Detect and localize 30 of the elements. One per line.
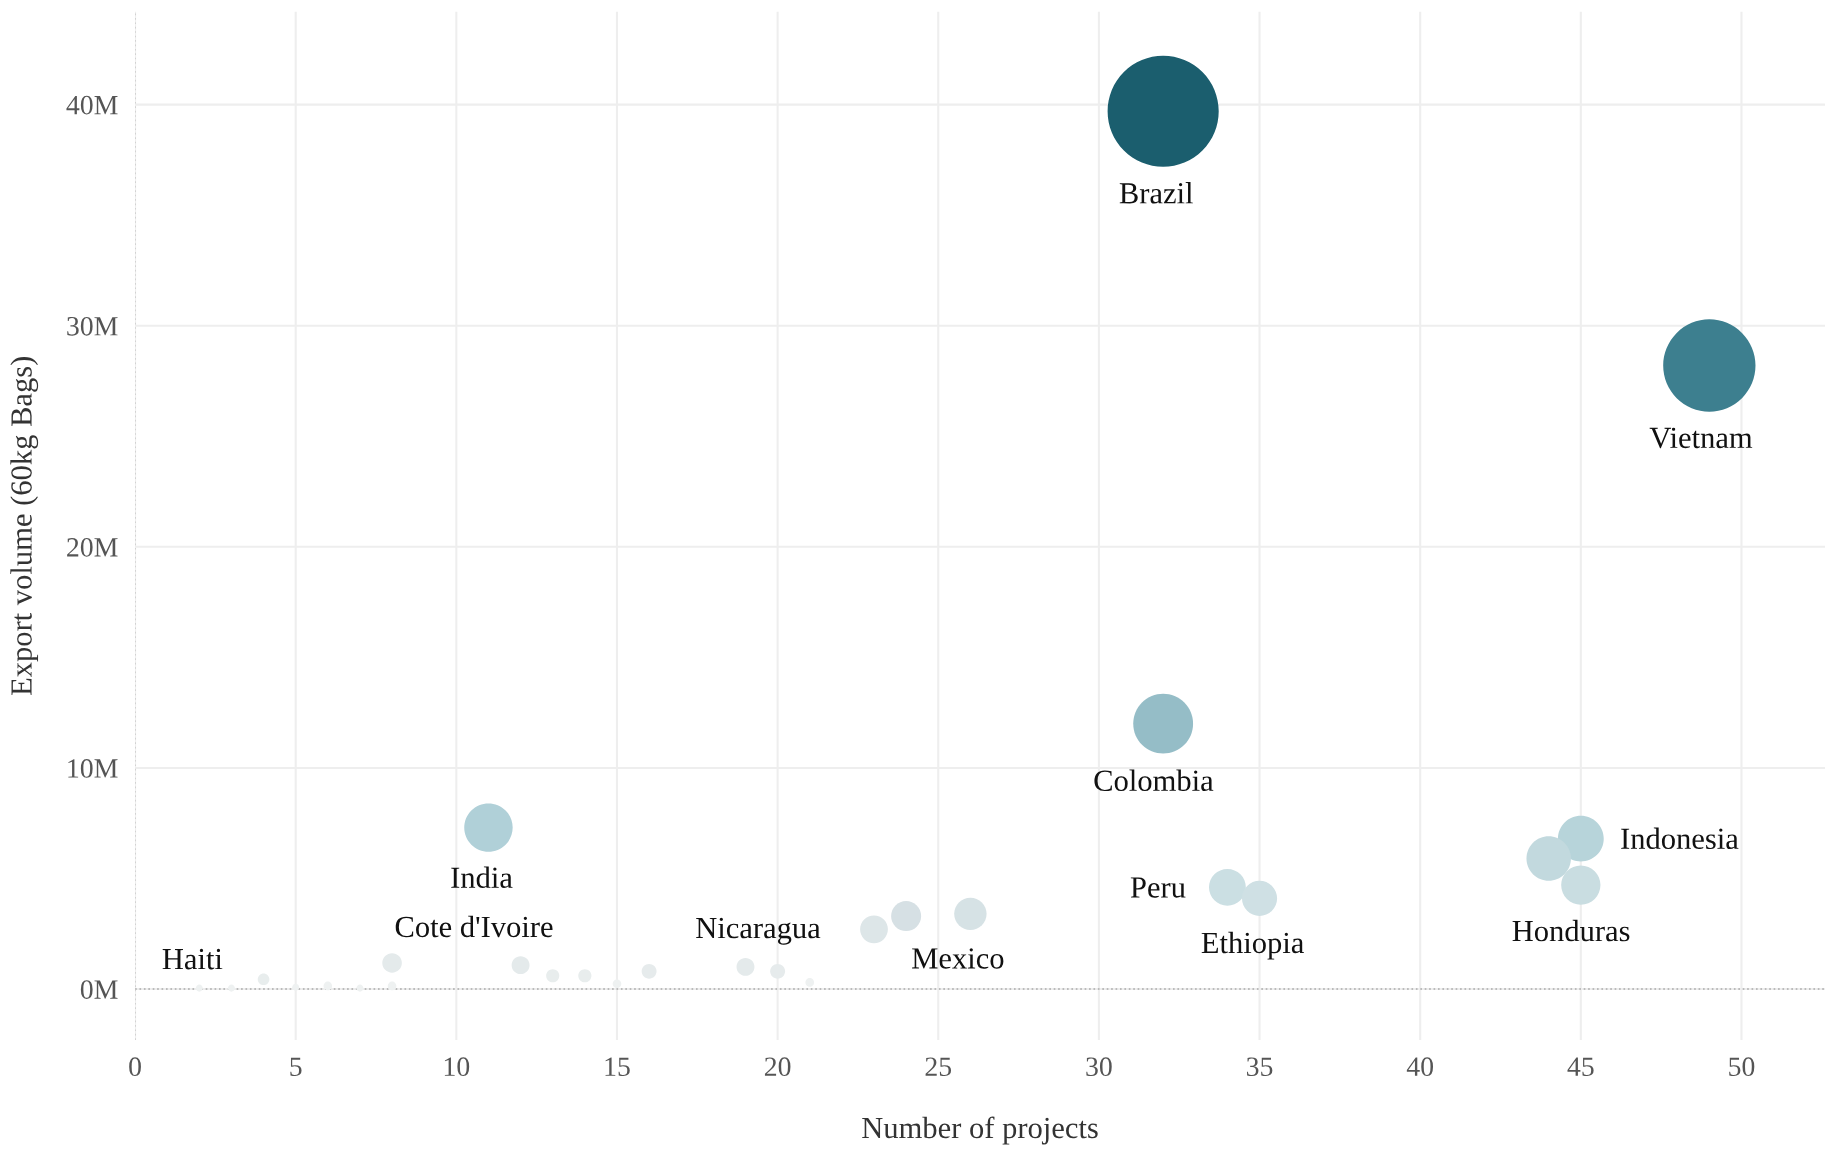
x-axis-title: Number of projects bbox=[862, 1116, 1098, 1145]
x-tick-label: 20 bbox=[764, 1057, 791, 1077]
annotation: Cote d'Ivoire bbox=[395, 915, 553, 938]
x-tick-label: 25 bbox=[925, 1057, 952, 1077]
x-tick-label: 30 bbox=[1086, 1057, 1112, 1077]
annotation: India bbox=[451, 866, 513, 889]
annotation: Haiti bbox=[162, 948, 223, 970]
y-tick-label: 40M bbox=[66, 95, 118, 115]
x-tick-label: 15 bbox=[605, 1057, 630, 1077]
annotation: Colombia bbox=[1094, 769, 1214, 792]
y-tick-label: 20M bbox=[67, 537, 118, 557]
annotation: Mexico bbox=[912, 948, 1004, 969]
annotation: Ethiopia bbox=[1201, 931, 1304, 960]
y-axis-title: Export volume (60kg Bags) bbox=[10, 357, 39, 696]
x-tick-label: 50 bbox=[1729, 1057, 1755, 1077]
y-tick-label: 30M bbox=[67, 316, 118, 336]
annotation: Peru bbox=[1130, 877, 1186, 898]
x-tick-label: 40 bbox=[1406, 1057, 1434, 1077]
x-tick-label: 10 bbox=[444, 1057, 470, 1077]
y-tick-label: 10M bbox=[68, 759, 118, 778]
x-tick-label: 5 bbox=[290, 1057, 302, 1077]
x-tick-label: 35 bbox=[1246, 1057, 1273, 1077]
annotation: Vietnam bbox=[1649, 427, 1753, 449]
annotation: Brazil bbox=[1119, 182, 1193, 204]
annotation: Indonesia bbox=[1621, 827, 1739, 850]
x-tick-label: 45 bbox=[1567, 1057, 1594, 1077]
annotation: Honduras bbox=[1512, 919, 1630, 942]
x-tick-label: 0 bbox=[129, 1057, 141, 1077]
annotation: Nicaragua bbox=[696, 917, 821, 945]
y-tick-label: 0M bbox=[80, 980, 118, 999]
